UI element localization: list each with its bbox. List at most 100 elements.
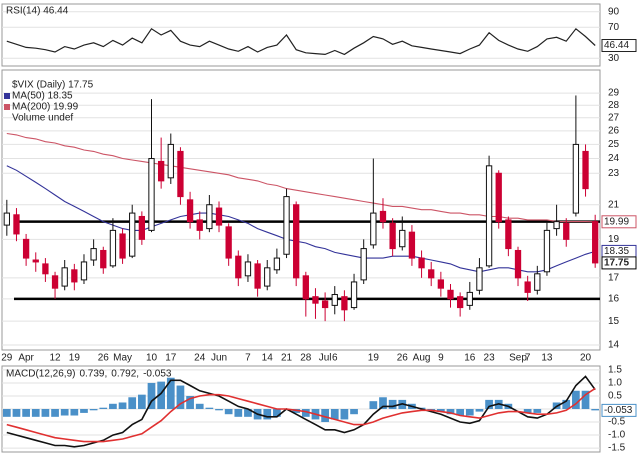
candle-body: [553, 221, 560, 230]
candle-body: [408, 231, 416, 259]
y-tick-label: 15: [608, 316, 620, 327]
histogram-bar: [118, 402, 127, 409]
histogram-bar: [273, 409, 281, 417]
histogram-bar: [176, 385, 185, 409]
histogram-bar: [195, 403, 204, 409]
x-tick-label: 17: [165, 353, 177, 364]
candle-body: [61, 267, 68, 287]
line-series: [6, 375, 596, 448]
end-label: 46.44: [604, 40, 629, 51]
y-tick-label: 1.5: [608, 365, 622, 376]
candle-body: [225, 226, 232, 259]
candle-body: [283, 196, 290, 255]
x-tick-label: 13: [541, 353, 553, 364]
candle-body: [379, 210, 387, 223]
histogram-bar: [523, 409, 532, 413]
end-label-box: [601, 256, 637, 270]
histogram-bar: [51, 409, 59, 417]
line-series: [6, 132, 596, 223]
x-tick-label: 7: [245, 353, 251, 364]
line-series: [6, 27, 596, 56]
line-series: [6, 387, 596, 443]
y-tick-label: 14: [608, 340, 620, 351]
histogram-bar: [591, 409, 600, 411]
candle-body: [148, 158, 155, 231]
x-tick-label: 20: [580, 353, 592, 364]
chart-title: $VIX (Daily) 17.75: [12, 80, 94, 91]
candle-body: [505, 219, 512, 250]
histogram-bar: [2, 409, 11, 417]
end-label-box: [601, 39, 637, 53]
histogram-bar: [157, 381, 166, 409]
candle-body: [215, 207, 223, 226]
candle-body: [399, 229, 406, 248]
histogram-bar: [475, 409, 484, 412]
x-tick-label: 7: [525, 353, 531, 364]
candle-body: [370, 212, 377, 246]
candle-body: [293, 204, 300, 279]
y-tick-label: 24: [608, 153, 620, 164]
histogram-bar: [12, 409, 21, 417]
candle-body: [90, 248, 97, 261]
candle-body: [80, 261, 88, 281]
x-tick-label: 26: [397, 353, 409, 364]
histogram-bar: [379, 397, 387, 409]
histogram-bar: [465, 409, 474, 416]
y-tick-label: 26: [608, 125, 620, 136]
y-tick-label: 30: [608, 53, 620, 64]
x-tick-label: Aug: [413, 353, 431, 364]
end-label-box: [601, 215, 637, 229]
y-tick-label: 1.0: [608, 378, 622, 389]
candle-body: [514, 249, 522, 279]
x-tick-label: 9: [438, 353, 444, 364]
candle-body: [572, 143, 580, 214]
y-tick-label: 27: [608, 112, 620, 123]
y-tick-label: -1.0: [608, 430, 626, 441]
candle-body: [466, 291, 473, 306]
candle-body: [100, 249, 107, 269]
x-tick-label: 19: [69, 353, 81, 364]
end-label-box: [601, 403, 637, 417]
end-label: -0.053: [604, 405, 633, 416]
x-tick-label: 19: [368, 353, 380, 364]
chart-title: RSI(14) 46.44: [6, 6, 69, 17]
histogram-bar: [572, 390, 580, 409]
candle-body: [51, 275, 59, 289]
x-tick-label: 12: [49, 353, 61, 364]
candle-body: [71, 269, 78, 283]
y-tick-label: -1.5: [608, 443, 626, 454]
y-tick-label: 28: [608, 100, 620, 111]
legend-swatch: [4, 104, 10, 110]
candle-body: [254, 263, 261, 289]
candle-body: [42, 263, 49, 275]
candle-body: [447, 289, 454, 300]
legend-label: MA(50) 18.35: [12, 91, 73, 102]
y-tick-label: 19: [608, 234, 620, 245]
x-tick-label: 23: [484, 353, 496, 364]
candle-body: [476, 267, 483, 291]
line-series: [6, 165, 596, 273]
chart-title: MACD(12,26,9): [6, 369, 75, 380]
y-tick-label: 21: [608, 199, 620, 210]
y-tick-label: 25: [608, 139, 620, 150]
legend-label: 0.792,: [111, 369, 139, 380]
y-tick-label: 70: [608, 22, 620, 33]
y-tick-label: 17: [608, 272, 620, 283]
histogram-bar: [137, 394, 146, 409]
histogram-bar: [70, 409, 79, 416]
end-label: 18.35: [604, 246, 629, 257]
histogram-bar: [330, 409, 339, 420]
histogram-bar: [369, 401, 378, 409]
histogram-bar: [80, 409, 88, 413]
legend-label: 0.739,: [79, 369, 107, 380]
histogram-bar: [99, 407, 108, 409]
candle-body: [360, 248, 367, 281]
histogram-bar: [456, 409, 465, 416]
candle-body: [495, 172, 502, 223]
histogram-bar: [388, 399, 397, 409]
candle-body: [235, 255, 242, 279]
candle-body: [196, 219, 203, 231]
x-tick-label: Sep: [509, 353, 527, 364]
histogram-bar: [166, 377, 175, 409]
